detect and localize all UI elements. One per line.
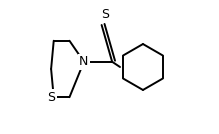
Text: S: S <box>47 91 55 104</box>
Text: S: S <box>101 8 109 21</box>
Text: N: N <box>79 55 89 68</box>
